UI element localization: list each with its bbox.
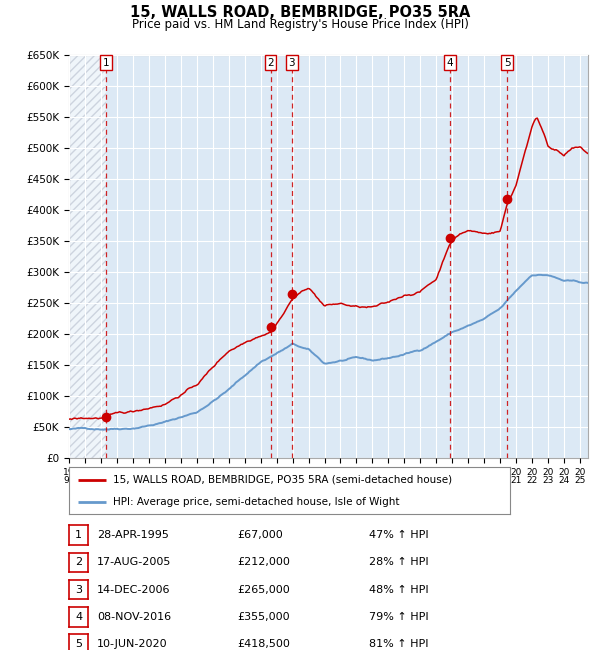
Text: 79% ↑ HPI: 79% ↑ HPI <box>369 612 428 622</box>
Text: 28-APR-1995: 28-APR-1995 <box>97 530 169 540</box>
Text: 15, WALLS ROAD, BEMBRIDGE, PO35 5RA: 15, WALLS ROAD, BEMBRIDGE, PO35 5RA <box>130 5 470 20</box>
Text: 17-AUG-2005: 17-AUG-2005 <box>97 557 172 567</box>
Text: 47% ↑ HPI: 47% ↑ HPI <box>369 530 428 540</box>
Text: 81% ↑ HPI: 81% ↑ HPI <box>369 639 428 649</box>
Text: 3: 3 <box>289 58 295 68</box>
Text: 1: 1 <box>103 58 109 68</box>
Text: 2: 2 <box>267 58 274 68</box>
Text: 4: 4 <box>446 58 453 68</box>
Text: HPI: Average price, semi-detached house, Isle of Wight: HPI: Average price, semi-detached house,… <box>113 497 400 507</box>
Bar <box>69 55 106 458</box>
Text: £418,500: £418,500 <box>237 639 290 649</box>
Text: £67,000: £67,000 <box>237 530 283 540</box>
Text: 2: 2 <box>75 557 82 567</box>
Text: 3: 3 <box>75 584 82 595</box>
Text: 10-JUN-2020: 10-JUN-2020 <box>97 639 168 649</box>
Text: 14-DEC-2006: 14-DEC-2006 <box>97 584 171 595</box>
Text: 5: 5 <box>504 58 511 68</box>
Text: 5: 5 <box>75 639 82 649</box>
Text: £355,000: £355,000 <box>237 612 290 622</box>
Text: 4: 4 <box>75 612 82 622</box>
Text: 48% ↑ HPI: 48% ↑ HPI <box>369 584 428 595</box>
Text: 08-NOV-2016: 08-NOV-2016 <box>97 612 172 622</box>
Text: 28% ↑ HPI: 28% ↑ HPI <box>369 557 428 567</box>
Text: 1: 1 <box>75 530 82 540</box>
Text: Price paid vs. HM Land Registry's House Price Index (HPI): Price paid vs. HM Land Registry's House … <box>131 18 469 31</box>
Text: £265,000: £265,000 <box>237 584 290 595</box>
Text: £212,000: £212,000 <box>237 557 290 567</box>
Text: 15, WALLS ROAD, BEMBRIDGE, PO35 5RA (semi-detached house): 15, WALLS ROAD, BEMBRIDGE, PO35 5RA (sem… <box>113 474 452 485</box>
